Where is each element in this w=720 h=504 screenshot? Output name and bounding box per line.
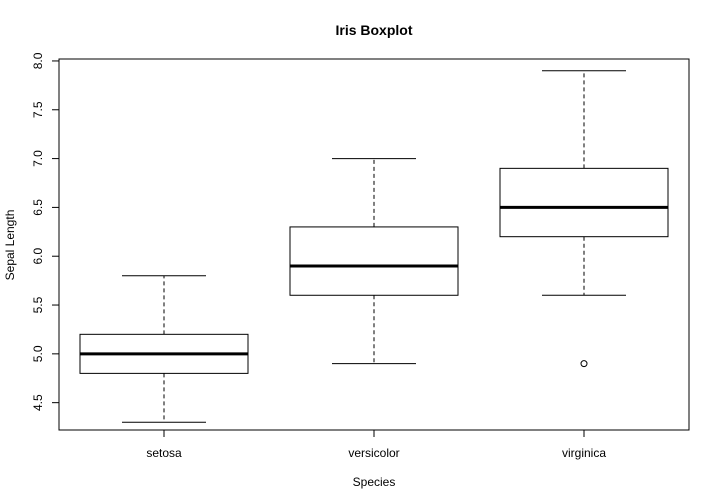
iqr-box — [499, 167, 669, 238]
iqr-box — [289, 226, 459, 296]
x-tick-label: versicolor — [348, 446, 399, 460]
y-tick-label: 7.5 — [31, 101, 45, 118]
y-tick-label: 5.5 — [31, 296, 45, 313]
x-axis-label: Species — [353, 475, 396, 489]
x-tick-label: virginica — [562, 446, 606, 460]
y-axis-label: Sepal Length — [3, 210, 17, 281]
y-tick-label: 7.0 — [31, 150, 45, 167]
y-tick-label: 4.5 — [31, 394, 45, 411]
y-tick-label: 6.5 — [31, 199, 45, 216]
box-setosa — [79, 275, 249, 423]
y-axis: 4.5 5.0 5.5 6.0 6.5 7.0 7.5 8.0 — [31, 52, 59, 411]
box-versicolor — [289, 158, 459, 365]
outlier-point — [580, 360, 588, 368]
y-tick-label: 8.0 — [31, 52, 45, 69]
y-tick-label: 6.0 — [31, 248, 45, 265]
x-axis: setosa versicolor virginica — [146, 430, 606, 460]
boxplot-series — [79, 70, 669, 423]
y-tick-label: 5.0 — [31, 345, 45, 362]
x-tick-label: setosa — [146, 446, 182, 460]
box-virginica — [499, 70, 669, 368]
chart-title: Iris Boxplot — [335, 22, 412, 38]
